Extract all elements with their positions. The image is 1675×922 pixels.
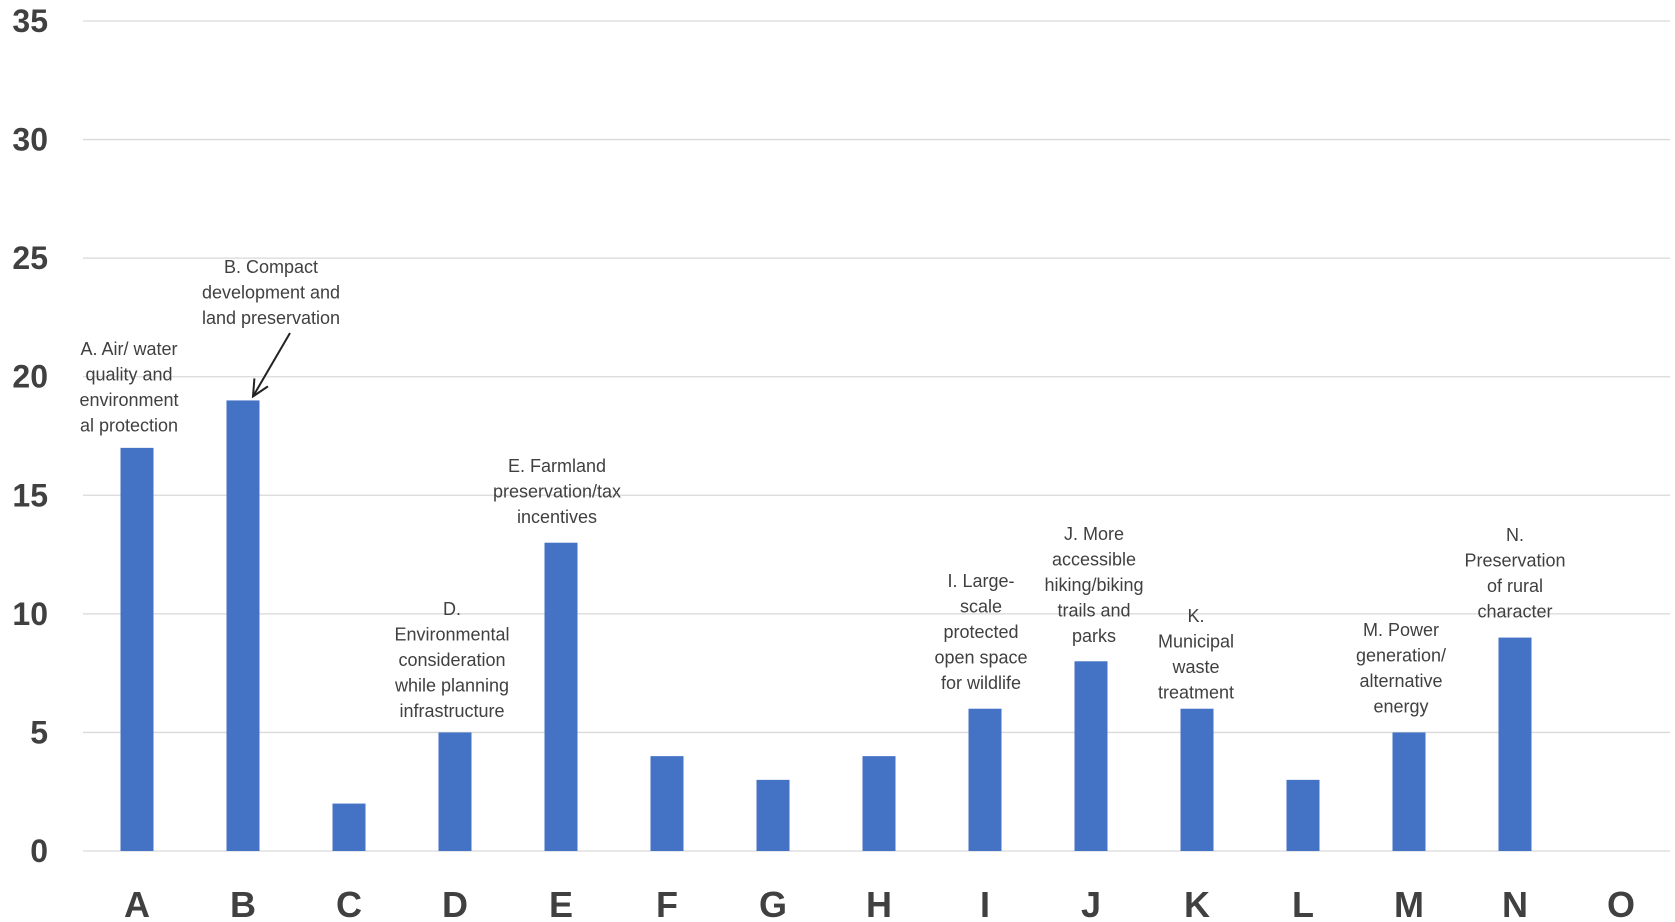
y-tick-label: 0 <box>30 833 48 869</box>
annotation-line: preservation/tax <box>493 482 621 502</box>
annotation-line: while planning <box>394 676 509 696</box>
annotation-line: trails and <box>1057 601 1130 621</box>
annotation-line: protected <box>943 622 1018 642</box>
x-tick-label: C <box>336 884 362 922</box>
annotation-line: N. <box>1506 525 1524 545</box>
bar-i <box>968 708 1002 851</box>
annotation-line: open space <box>934 648 1027 668</box>
annotation-line: accessible <box>1052 550 1136 570</box>
annotation-line: waste <box>1171 657 1219 677</box>
y-tick-label: 15 <box>12 477 48 513</box>
annotation-n: N. Preservation of rural character <box>1464 525 1565 622</box>
annotation-i: I. Large-scale protected open space for wil… <box>934 571 1027 693</box>
annotation-k: K. Municipal waste treatment <box>1158 606 1234 703</box>
bar-k <box>1180 708 1214 851</box>
annotation-line: hiking/biking <box>1044 575 1143 595</box>
x-tick-label: J <box>1081 884 1101 922</box>
bar-b <box>226 400 260 851</box>
bar-l <box>1286 779 1320 851</box>
bars <box>120 400 1532 851</box>
annotation-line: incentives <box>517 507 597 527</box>
y-tick-label: 5 <box>30 714 48 750</box>
bar-h <box>862 756 896 851</box>
annotation-line: D. <box>443 599 461 619</box>
annotation-line: M. Power <box>1363 620 1439 640</box>
x-tick-label: I <box>980 884 990 922</box>
bar-d <box>438 732 472 851</box>
bar-n <box>1498 637 1532 851</box>
x-axis-ticks: A B C D E F G H I J K L M N O <box>124 884 1635 922</box>
y-tick-label: 30 <box>12 122 48 158</box>
annotation-line: generation/ <box>1356 646 1446 666</box>
annotation-line: A. Air/ water <box>80 339 177 359</box>
annotation-a: A. Air/ water quality and environment al pr… <box>79 339 178 436</box>
x-tick-label: A <box>124 884 150 922</box>
x-tick-label: H <box>866 884 892 922</box>
x-tick-label: M <box>1394 884 1424 922</box>
annotation-line: of rural <box>1487 576 1543 596</box>
x-tick-label: L <box>1292 884 1314 922</box>
y-tick-label: 25 <box>12 240 48 276</box>
bar-g <box>756 779 790 851</box>
annotation-line: scale <box>960 597 1002 617</box>
annotation-line: J. More <box>1064 524 1124 544</box>
annotation-line: K. <box>1187 606 1204 626</box>
annotation-j: J. More accessible hiking/biking trails and… <box>1044 524 1143 646</box>
annotations: A. Air/ water quality and environment al pr… <box>79 257 1565 721</box>
y-tick-label: 35 <box>12 3 48 39</box>
gridlines <box>83 20 1670 852</box>
annotation-line: consideration <box>398 650 505 670</box>
x-tick-label: F <box>656 884 678 922</box>
annotation-line: for wildlife <box>941 673 1021 693</box>
annotation-line: B. Compact <box>224 257 318 277</box>
arrow-head-icon <box>251 378 269 399</box>
x-tick-label: D <box>442 884 468 922</box>
x-tick-label: O <box>1607 884 1635 922</box>
annotation-line: Municipal <box>1158 632 1234 652</box>
bar-a <box>120 447 154 851</box>
annotation-line: development and <box>202 283 340 303</box>
x-tick-label: B <box>230 884 256 922</box>
x-tick-label: K <box>1184 884 1210 922</box>
bar-c <box>332 803 366 851</box>
annotation-b: B. Compact development and land preservati… <box>202 257 340 328</box>
x-tick-label: N <box>1502 884 1528 922</box>
annotation-line: energy <box>1373 697 1428 717</box>
annotation-arrow <box>252 332 291 397</box>
annotation-line: al protection <box>80 416 178 436</box>
annotation-e: E. Farmland preservation/tax incentives <box>493 456 621 527</box>
y-tick-label: 20 <box>12 359 48 395</box>
annotation-line: parks <box>1072 626 1116 646</box>
annotation-line: infrastructure <box>399 701 504 721</box>
annotation-line: environment <box>79 390 178 410</box>
bar-f <box>650 756 684 851</box>
annotation-line: land preservation <box>202 308 340 328</box>
annotation-line: character <box>1477 602 1552 622</box>
annotation-line: alternative <box>1359 671 1442 691</box>
bar-e <box>544 542 578 851</box>
annotation-line: treatment <box>1158 683 1234 703</box>
annotation-line: E. Farmland <box>508 456 606 476</box>
annotation-d: D. Environmental consideration while planni… <box>394 599 510 721</box>
annotation-line: quality and <box>85 365 172 385</box>
y-tick-label: 10 <box>12 596 48 632</box>
y-axis-ticks: 0 5 10 15 20 25 30 35 <box>12 3 48 869</box>
bar-m <box>1392 732 1426 851</box>
x-tick-label: G <box>759 884 787 922</box>
bar-j <box>1074 661 1108 851</box>
annotation-line: I. Large- <box>947 571 1014 591</box>
annotation-m: M. Power generation/alternative energy <box>1356 620 1446 717</box>
annotation-line: Environmental <box>394 625 509 645</box>
x-tick-label: E <box>549 884 573 922</box>
annotation-line: Preservation <box>1464 551 1565 571</box>
